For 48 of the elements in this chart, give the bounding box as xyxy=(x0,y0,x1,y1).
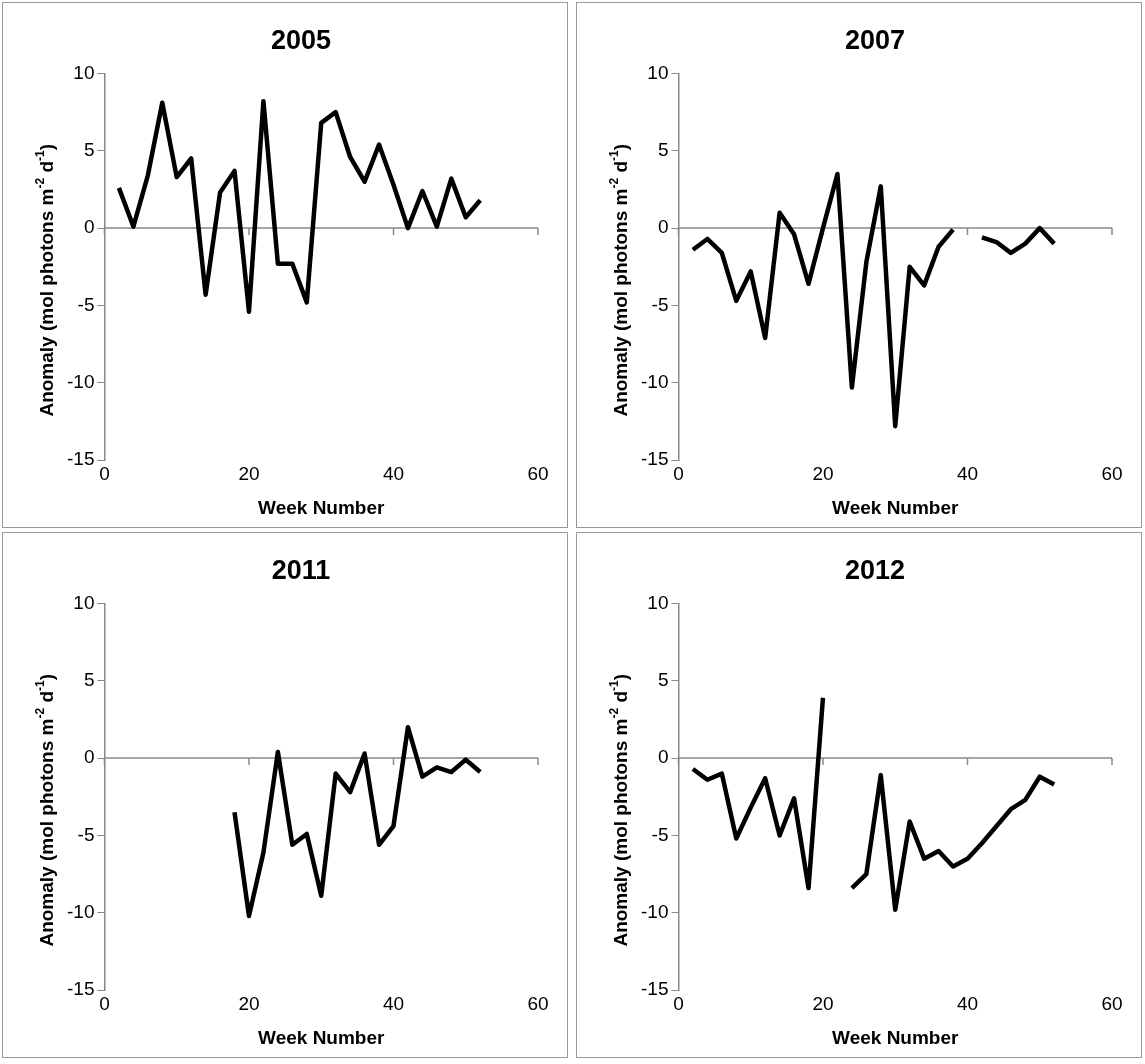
x-tick-label: 60 xyxy=(527,462,549,484)
x-tick-label: 0 xyxy=(99,462,111,484)
y-tick-label: 10 xyxy=(647,61,669,83)
y-tick-label: -10 xyxy=(67,371,95,393)
x-tick-label: 20 xyxy=(238,992,260,1014)
y-tick-label: 0 xyxy=(84,216,95,238)
y-tick-label: -5 xyxy=(77,293,95,315)
x-tick-label: 20 xyxy=(812,462,834,484)
x-axis-title: Week Number xyxy=(832,1026,960,1048)
y-tick-label: -10 xyxy=(641,901,669,923)
x-tick-label: 20 xyxy=(238,462,260,484)
x-tick-label: 40 xyxy=(957,462,979,484)
y-tick-label: -5 xyxy=(651,823,669,845)
x-tick-label: 60 xyxy=(527,992,549,1014)
y-tick-label: -10 xyxy=(641,371,669,393)
y-tick-label: -15 xyxy=(641,448,669,470)
x-tick-label: 40 xyxy=(957,992,979,1014)
y-tick-label: 0 xyxy=(658,216,669,238)
x-tick-label: 0 xyxy=(99,992,111,1014)
y-tick-label: 10 xyxy=(647,591,669,613)
y-tick-label: 10 xyxy=(73,61,95,83)
x-axis-title: Week Number xyxy=(258,1026,386,1048)
y-tick-label: 5 xyxy=(658,138,669,160)
chart-title: 2011 xyxy=(272,554,331,585)
x-tick-label: 40 xyxy=(383,462,405,484)
chart-title: 2007 xyxy=(845,24,906,55)
y-tick-label: 5 xyxy=(84,668,95,690)
y-tick-label: -15 xyxy=(641,978,669,1000)
x-tick-label: 0 xyxy=(673,992,685,1014)
y-tick-label: 5 xyxy=(84,138,95,160)
chart-title: 2012 xyxy=(845,554,906,585)
x-tick-label: 0 xyxy=(673,462,685,484)
y-tick-label: -10 xyxy=(67,901,95,923)
y-tick-label: -15 xyxy=(67,978,95,1000)
y-tick-label: -15 xyxy=(67,448,95,470)
y-tick-label: -5 xyxy=(651,293,669,315)
y-tick-label: 0 xyxy=(658,746,669,768)
x-tick-label: 60 xyxy=(1101,992,1123,1014)
x-axis-title: Week Number xyxy=(258,496,386,518)
chart-title: 2005 xyxy=(271,24,332,55)
y-tick-label: 5 xyxy=(658,668,669,690)
x-tick-label: 60 xyxy=(1101,462,1123,484)
x-tick-label: 40 xyxy=(383,992,405,1014)
y-tick-label: 10 xyxy=(73,591,95,613)
y-tick-label: 0 xyxy=(84,746,95,768)
y-tick-label: -5 xyxy=(77,823,95,845)
x-axis-title: Week Number xyxy=(832,496,960,518)
x-tick-label: 20 xyxy=(812,992,834,1014)
